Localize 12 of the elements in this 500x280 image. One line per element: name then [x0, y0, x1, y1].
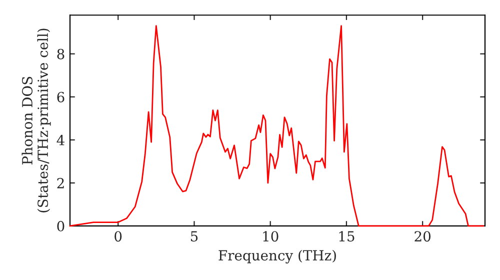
y-tick-label: 8	[57, 48, 64, 60]
x-tick-label: 5	[190, 231, 198, 242]
y-tick-label: 4	[56, 134, 64, 146]
x-tick-label: 10	[263, 231, 278, 242]
x-tick-label: 15	[339, 231, 354, 242]
y-tick-label: 2	[57, 178, 64, 188]
y-axis-title: Phonon DOS (States/THz·primitive cell)	[22, 28, 51, 212]
x-axis-title: Frequency (THz)	[218, 250, 336, 264]
x-tick-label: 0	[114, 231, 122, 242]
x-tick-label: 20	[414, 231, 430, 242]
y-tick-label: 6	[57, 92, 64, 102]
y-tick-label: 0	[57, 220, 64, 232]
